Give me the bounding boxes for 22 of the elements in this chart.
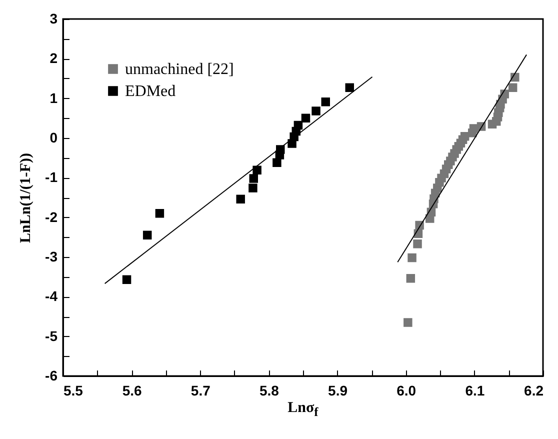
y-axis-title: LnLn(1/(1-F))	[18, 152, 34, 243]
x-tick-label: 5.8	[259, 382, 280, 398]
x-tick-label: 5.5	[64, 382, 84, 398]
x-tick-label: 5.6	[122, 382, 142, 398]
x-axis-title: Lnσ$_{f}$	[286, 400, 320, 420]
y-tick-label: 0	[50, 130, 58, 146]
y-tick-label: -1	[45, 169, 58, 186]
y-tick-label: 3	[50, 10, 58, 26]
y-tick-label: -3	[45, 248, 58, 264]
y-tick-label: -2	[45, 208, 58, 225]
y-tick-label: 2	[50, 50, 58, 66]
x-tick-label: 5.9	[328, 382, 348, 398]
legend-label: EDMed	[125, 83, 176, 100]
y-tick-label: 1	[50, 90, 58, 106]
y-tick-label: -4	[45, 288, 58, 304]
x-tick-label: 6.2	[524, 382, 544, 398]
x-tick-label: 6.0	[396, 382, 416, 398]
y-tick-label: -6	[45, 368, 58, 384]
x-tick-label: 5.7	[190, 382, 211, 398]
x-tick-label: 6.1	[465, 382, 485, 398]
y-tick-label: -5	[45, 328, 58, 344]
legend-label: unmachined [22]	[125, 61, 234, 78]
